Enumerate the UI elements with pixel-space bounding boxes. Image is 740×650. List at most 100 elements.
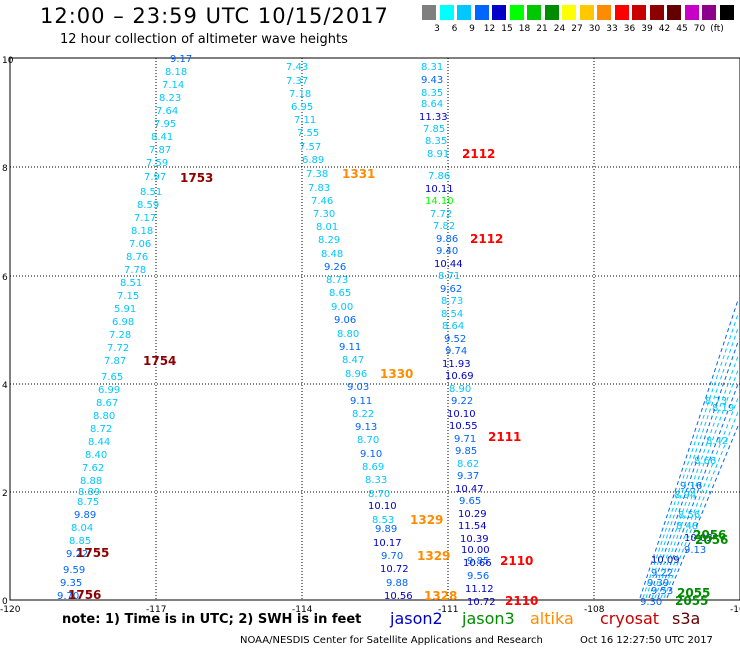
wave-height-value: 10.17 [373,538,402,549]
wave-height-value: 9.86 [436,234,458,245]
track-line [645,327,739,599]
page-subtitle: 12 hour collection of altimeter wave hei… [60,32,348,47]
wave-height-value: 7.83 [308,183,330,194]
wave-height-value: 9.70 [381,551,403,562]
color-scale-swatch [457,5,471,20]
wave-height-value: 8.71 [438,271,460,282]
wave-height-value: 7.28 [109,330,131,341]
legend-entry-s3a: s3a [672,609,701,628]
color-scale-swatch [492,5,506,20]
wave-height-value: 7.38 [306,169,328,180]
wave-height-value: 10.39 [460,534,489,545]
axis-ticks: -120 -117 -114 -111 -108 -105 0 2 4 6 8 10 [0,56,740,615]
wave-height-value: 9.62 [440,284,462,295]
wave-height-value: 10.72 [380,564,409,575]
wave-height-value: 9.88 [386,578,408,589]
wave-height-value: 8.51 [120,278,142,289]
legend-entry-cryosat: cryosat [600,609,660,628]
wave-height-value: 9.16 [680,481,702,492]
wave-height-value: 9.13 [684,545,706,556]
wave-height-value: 8.64 [442,321,464,332]
wave-height-value: 9.65 [459,496,481,507]
track-line [666,425,739,599]
wave-height-value: 8.64 [421,99,443,110]
wave-height-value: 10.66 [463,558,492,569]
wave-height-value: 10.47 [455,484,484,495]
track-line [648,341,739,599]
wave-height-value: 7.17 [134,213,156,224]
track-line [651,355,739,599]
wave-height-value: 7.14 [162,80,184,91]
x-tick-label: -108 [584,605,605,615]
wave-height-value: 9.30 [640,597,662,608]
wave-height-value: 9.74 [445,346,467,357]
wave-height-value: 8.42 [706,436,728,447]
wave-height-value: 8.66 [694,456,716,467]
x-tick-label: -105 [730,605,740,615]
x-tick-label: -120 [0,605,21,615]
wave-height-value: 9.03 [347,382,369,393]
wave-height-value: 9.06 [334,315,356,326]
color-scale-label: 30 [588,24,601,34]
color-scale-label: 9 [469,24,475,34]
pass-time-labels: 1753 1754 1755 1756 1331 1330 1329 1329 1328 2112… [68,147,728,608]
units-note: note: 1) Time is in UTC; 2) SWH is in fe… [62,612,362,627]
wave-height-value: 9.13 [355,422,377,433]
y-tick-label: 10 [2,56,14,66]
pass-time-label: 1754 [143,354,176,368]
color-scale-label: 15 [501,24,513,34]
wave-height-value: 7.18 [289,89,311,100]
wave-height-value: 8.48 [321,249,343,260]
wave-height-value: 9.10 [360,449,382,460]
wave-height-value: 8.35 [421,88,443,99]
color-scale-swatch [632,5,646,20]
wave-height-value: 8.51 [140,187,162,198]
wave-height-value: 9.22 [66,549,88,560]
wave-height-value: 7.87 [149,145,171,156]
color-scale-label: 3 [434,24,440,34]
wave-height-value: 7.87 [104,356,126,367]
color-scale-swatch [509,5,524,20]
wave-height-value: 8.53 [372,515,394,526]
color-scale-label: 6 [451,24,458,34]
wave-height-value: 7.15 [117,291,139,302]
wave-height-value: 7.55 [297,128,319,139]
wave-height-value: 8.85 [69,536,91,547]
dense-track-swath [639,299,739,599]
color-scale-label: 42 [658,24,671,34]
wave-height-value: 8.73 [441,296,463,307]
wave-height-value: 8.88 [80,476,102,487]
pass-time-label: 2110 [505,594,538,608]
track-line [660,397,739,599]
pass-time-label: 1329 [417,549,450,563]
wave-height-value: 10.03 [684,533,713,544]
color-scale-label: 39 [641,24,653,34]
color-scale-label: 45 [676,24,688,34]
plot-frame [9,57,740,601]
y-tick-label: 4 [2,381,8,391]
wave-height-value: 8.76 [126,252,148,263]
x-tick-label: -111 [438,605,458,615]
y-tick-label: 8 [2,164,8,174]
color-scale-label: 24 [553,24,566,34]
wave-height-value: 8.31 [421,62,443,73]
wave-height-value: 9.00 [331,302,353,313]
pass-time-label: 1753 [180,171,213,185]
wave-height-value: 11.54 [458,521,487,532]
wave-height-value: 8.01 [316,222,338,233]
wave-height-value: 11.33 [419,112,448,123]
wave-height-value: 7.43 [286,62,308,73]
pass-time-label: 1756 [68,588,101,602]
track-line [663,411,739,599]
track-line [642,313,739,599]
wave-height-value: 8.80 [337,329,359,340]
color-scale-swatch [562,5,576,20]
wave-height-value: 9.85 [467,556,489,567]
wave-height-value: 8.18 [165,67,187,78]
legend-entry-jason2: jason2 [390,609,443,628]
pass-time-label: 2112 [470,232,503,246]
page-title: 12:00 – 23:59 UTC 10/15/2017 [40,4,389,28]
color-scale-label: 12 [483,24,496,34]
pass-time-label: 1328 [424,589,457,603]
pass-time-label: 2056 [695,533,728,547]
